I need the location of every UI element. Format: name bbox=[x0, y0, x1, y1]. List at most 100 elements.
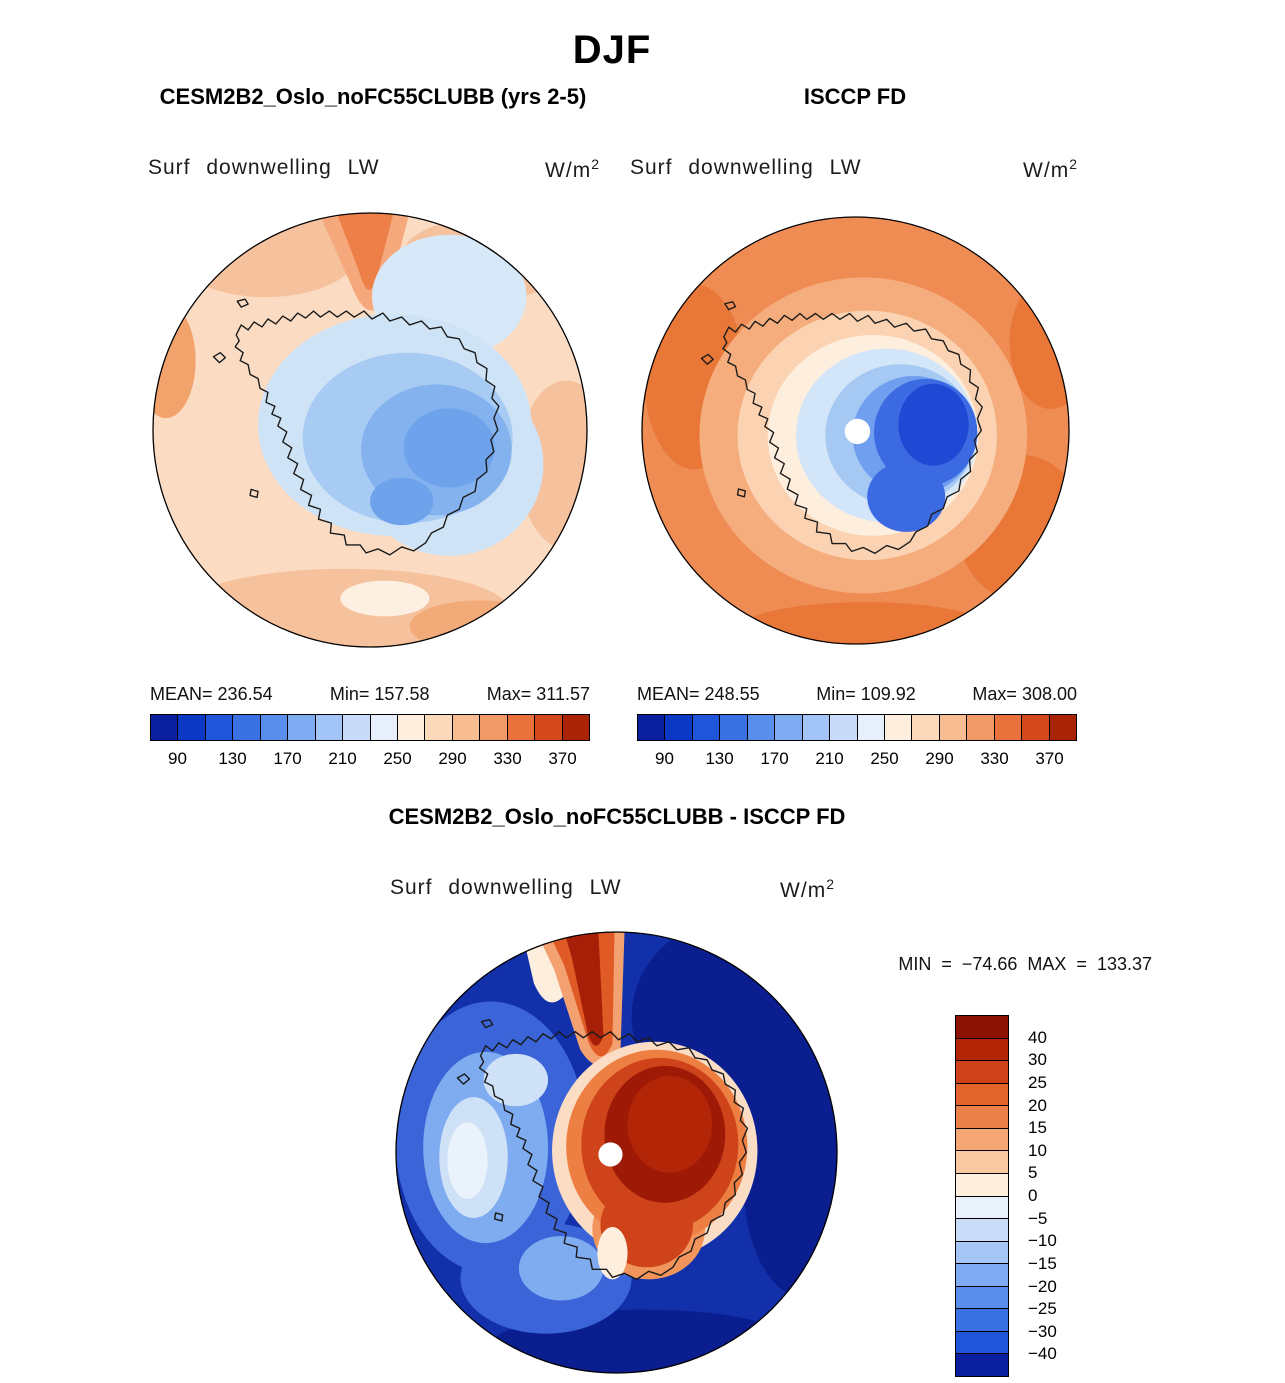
colorbar-cell bbox=[956, 1264, 1008, 1287]
tick-label: 25 bbox=[1028, 1072, 1047, 1092]
tick-label: −20 bbox=[1028, 1276, 1057, 1296]
diff-colorbar bbox=[955, 1015, 1009, 1377]
diff-stats: MIN = −74.66 MAX = 133.37 bbox=[898, 954, 1152, 974]
obs-field-label: Surf downwelling LW bbox=[630, 156, 862, 179]
tick-label: −15 bbox=[1028, 1253, 1057, 1273]
pole-hole-dot bbox=[844, 418, 871, 445]
map-boundary-circle bbox=[395, 931, 838, 1374]
colorbar-cell bbox=[830, 715, 858, 740]
tick-label: 370 bbox=[548, 749, 577, 768]
map-boundary-circle bbox=[641, 216, 1070, 645]
tick-label: 330 bbox=[493, 749, 522, 768]
colorbar-cell bbox=[956, 1241, 1008, 1265]
map-obs bbox=[641, 216, 1070, 645]
model-stats: MEAN= 236.54 Min= 157.58 Max= 311.57 bbox=[150, 684, 590, 705]
model-stat-max: Max= 311.57 bbox=[486, 684, 590, 704]
colorbar-cell bbox=[747, 715, 776, 740]
colorbar-cell bbox=[956, 1083, 1008, 1107]
obs-units-label: W/m2 bbox=[1023, 156, 1078, 182]
tick-label: 40 bbox=[1028, 1027, 1047, 1047]
colorbar-cell bbox=[260, 715, 289, 740]
colorbar-cell bbox=[1049, 715, 1076, 740]
tick-label: 370 bbox=[1035, 749, 1064, 768]
tick-label: 290 bbox=[438, 749, 467, 768]
figure-title: DJF bbox=[572, 28, 652, 72]
model-panel-title: CESM2B2_Oslo_noFC55CLUBB (yrs 2-5) bbox=[159, 84, 587, 109]
tick-label: 5 bbox=[1028, 1163, 1038, 1183]
diff-contour-fill-layers bbox=[396, 932, 837, 1373]
tick-label: −40 bbox=[1028, 1344, 1057, 1364]
tick-label: 30 bbox=[1028, 1050, 1047, 1070]
colorbar-cell bbox=[939, 715, 968, 740]
colorbar-cell bbox=[397, 715, 426, 740]
tick-label: 330 bbox=[980, 749, 1009, 768]
map-boundary-circle bbox=[152, 212, 588, 648]
colorbar-cell bbox=[956, 1196, 1008, 1220]
tick-label: 90 bbox=[655, 749, 674, 768]
colorbar-cell bbox=[956, 1173, 1008, 1197]
colorbar-cell bbox=[507, 715, 536, 740]
colorbar-cell bbox=[692, 715, 721, 740]
model-colorbar-ticks: 90 130 170 210 250 290 330 370 bbox=[150, 749, 590, 771]
model-contour-fill-layers bbox=[152, 212, 588, 648]
colorbar-cell bbox=[452, 715, 481, 740]
obs-colorbar-ticks: 90 130 170 210 250 290 330 370 bbox=[637, 749, 1077, 771]
tick-label: −25 bbox=[1028, 1299, 1057, 1319]
colorbar-cell bbox=[912, 715, 940, 740]
colorbar-cell bbox=[956, 1219, 1008, 1242]
map-diff bbox=[395, 931, 838, 1374]
colorbar-cell bbox=[638, 715, 666, 740]
colorbar-cell bbox=[315, 715, 344, 740]
obs-stats: MEAN= 248.55 Min= 109.92 Max= 308.00 bbox=[637, 684, 1077, 705]
colorbar-cell bbox=[956, 1106, 1008, 1129]
colorbar-cell bbox=[884, 715, 913, 740]
tick-label: 130 bbox=[218, 749, 247, 768]
colorbar-cell bbox=[956, 1354, 1008, 1376]
obs-colorbar bbox=[637, 714, 1077, 741]
model-colorbar bbox=[150, 714, 590, 741]
colorbar-cell bbox=[956, 1038, 1008, 1062]
colorbar-cell bbox=[775, 715, 803, 740]
obs-stat-max: Max= 308.00 bbox=[972, 684, 1077, 704]
obs-stat-min: Min= 109.92 bbox=[816, 684, 916, 704]
obs-panel-title: ISCCP FD bbox=[803, 84, 907, 109]
tick-label: 170 bbox=[760, 749, 789, 768]
colorbar-cell bbox=[233, 715, 261, 740]
diff-field-row: Surf downwelling LW W/m2 bbox=[390, 876, 835, 903]
tick-label: 170 bbox=[273, 749, 302, 768]
tick-label: 10 bbox=[1028, 1140, 1047, 1160]
obs-field-row: Surf downwelling LW W/m2 bbox=[630, 156, 1078, 183]
colorbar-cell bbox=[178, 715, 206, 740]
colorbar-cell bbox=[956, 1331, 1008, 1355]
tick-label: 250 bbox=[383, 749, 412, 768]
colorbar-cell bbox=[994, 715, 1023, 740]
tick-label: 250 bbox=[870, 749, 899, 768]
colorbar-cell bbox=[956, 1151, 1008, 1174]
colorbar-cell bbox=[665, 715, 693, 740]
colorbar-cell bbox=[802, 715, 831, 740]
colorbar-cell bbox=[562, 715, 589, 740]
pole-hole-dot bbox=[598, 1142, 623, 1167]
colorbar-cell bbox=[857, 715, 885, 740]
colorbar-cell bbox=[956, 1286, 1008, 1310]
model-stat-min: Min= 157.58 bbox=[329, 684, 430, 704]
colorbar-cell bbox=[1022, 715, 1050, 740]
model-field-label: Surf downwelling LW bbox=[148, 156, 380, 179]
diff-colorbar-ticks: 40 30 25 20 15 10 5 0 −5 −10 −15 −20 −25 −30 −40 bbox=[1016, 1015, 1086, 1377]
colorbar-cell bbox=[425, 715, 453, 740]
tick-label: 210 bbox=[328, 749, 357, 768]
diff-field-label: Surf downwelling LW bbox=[390, 876, 622, 899]
tick-label: 210 bbox=[815, 749, 844, 768]
colorbar-cell bbox=[956, 1128, 1008, 1152]
model-stat-mean: MEAN= 236.54 bbox=[150, 684, 273, 704]
diff-units-label: W/m2 bbox=[780, 876, 835, 902]
tick-label: 15 bbox=[1028, 1118, 1047, 1138]
model-units-label: W/m2 bbox=[545, 156, 600, 182]
diff-panel-title: CESM2B2_Oslo_noFC55CLUBB - ISCCP FD bbox=[388, 804, 846, 829]
tick-label: 0 bbox=[1028, 1186, 1038, 1205]
colorbar-cell bbox=[288, 715, 316, 740]
colorbar-cell bbox=[370, 715, 398, 740]
colorbar-cell bbox=[956, 1016, 1008, 1039]
colorbar-cell bbox=[720, 715, 748, 740]
tick-label: 130 bbox=[705, 749, 734, 768]
